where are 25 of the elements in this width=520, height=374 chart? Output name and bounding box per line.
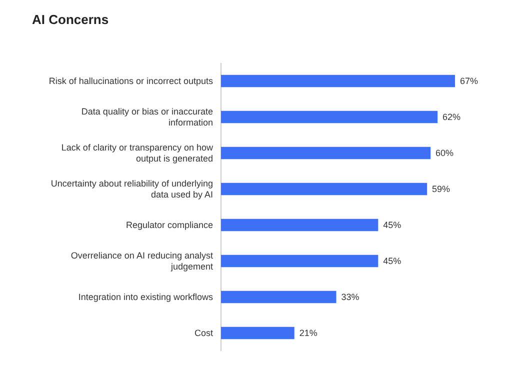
y-tick-label: Integration into existing workflows: [78, 292, 214, 302]
data-label: 45%: [383, 256, 402, 266]
data-label: 60%: [436, 148, 454, 158]
bar: [221, 74, 455, 88]
data-label: 67%: [460, 76, 478, 86]
y-tick-label: Regulator compliance: [126, 220, 213, 230]
data-label: 33%: [341, 292, 360, 302]
y-tick-label: Overreliance on AI reducing analyst judgement: [70, 250, 214, 272]
bar: [221, 218, 378, 232]
bar: [221, 146, 431, 160]
data-label: 59%: [432, 184, 450, 194]
bar: [221, 254, 378, 268]
bar: [221, 110, 438, 124]
data-label: 62%: [442, 112, 461, 122]
y-tick-label: Cost: [194, 328, 214, 338]
y-tick-label: Risk of hallucinations or incorrect outputs: [48, 76, 214, 86]
bar: [221, 326, 294, 340]
bar: [221, 290, 336, 304]
data-label: 21%: [299, 328, 318, 338]
data-label: 45%: [383, 220, 402, 230]
y-tick-label: Uncertainty about reliability of underlying data used by AI: [50, 178, 213, 200]
text: AI Concerns: [32, 12, 109, 27]
y-tick-label: Lack of clarity or transparency on how output is generated: [61, 142, 214, 164]
bar: [221, 182, 428, 196]
y-tick-label: Data quality or bias or inaccurate information: [81, 106, 213, 128]
